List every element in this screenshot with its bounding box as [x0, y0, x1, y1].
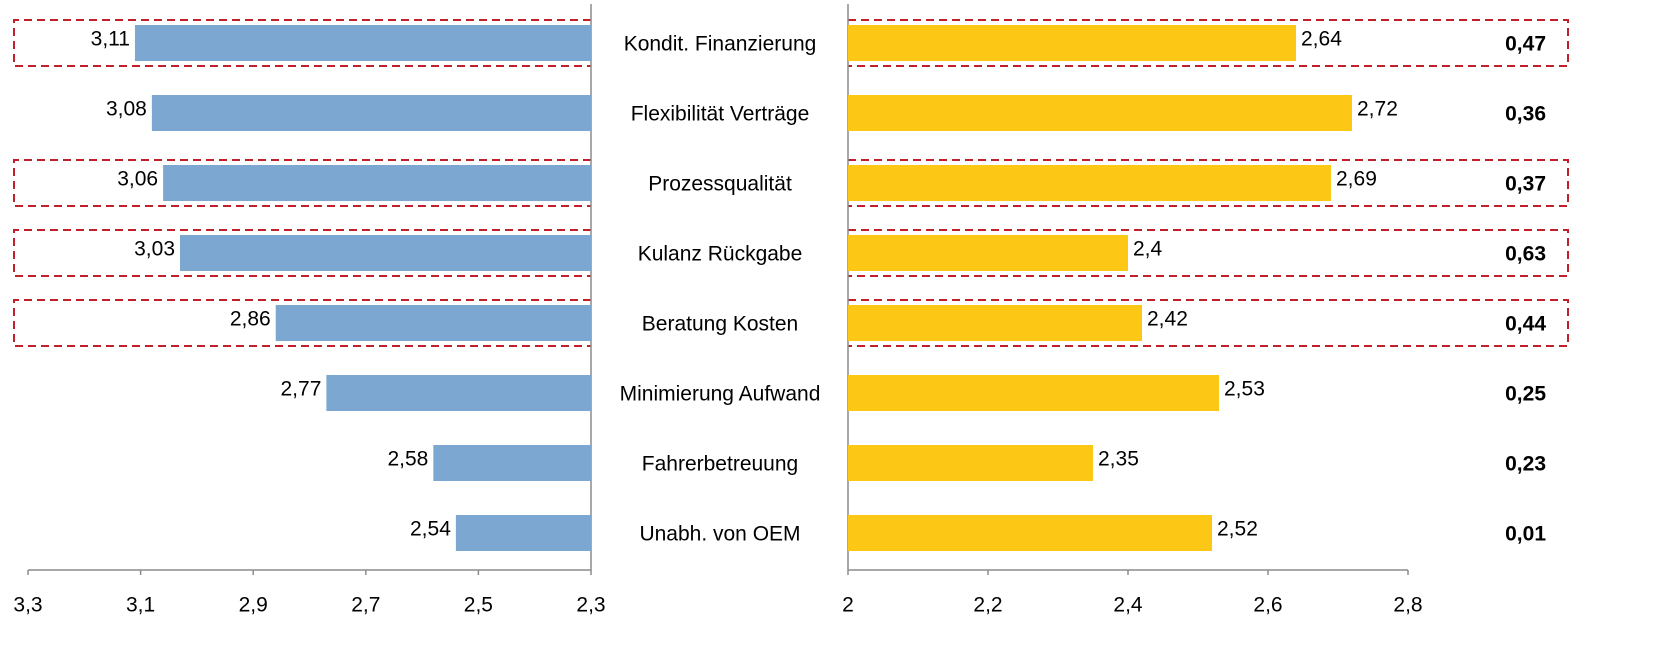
difference-label: 0,37 [1505, 173, 1546, 196]
data-label: 3,06 [117, 168, 158, 191]
x-tick-label: 2,2 [973, 594, 1002, 617]
data-label: 2,53 [1224, 378, 1265, 401]
bar [180, 235, 591, 271]
bar [163, 165, 591, 201]
x-tick-label: 2,8 [1393, 594, 1422, 617]
category-label: Minimierung Aufwand [620, 383, 821, 406]
data-label: 2,77 [281, 378, 322, 401]
bar [848, 375, 1219, 411]
data-label: 2,42 [1147, 308, 1188, 331]
x-tick-label: 2,7 [351, 594, 380, 617]
x-tick-label: 2,9 [239, 594, 268, 617]
category-label: Flexibilität Verträge [631, 103, 810, 126]
bar [848, 445, 1093, 481]
highlight-box [13, 19, 591, 67]
data-label: 2,35 [1098, 448, 1139, 471]
difference-label: 0,47 [1505, 33, 1546, 56]
bar [848, 165, 1331, 201]
difference-label: 0,01 [1505, 523, 1546, 546]
data-label: 2,4 [1133, 238, 1163, 261]
bar [326, 375, 591, 411]
data-label: 2,69 [1336, 168, 1377, 191]
x-tick-label: 2,3 [576, 594, 605, 617]
bar [433, 445, 591, 481]
difference-label: 0,36 [1505, 103, 1546, 126]
data-label: 3,03 [134, 238, 175, 261]
data-label: 2,86 [230, 308, 271, 331]
difference-label: 0,25 [1505, 383, 1546, 406]
data-label: 2,52 [1217, 518, 1258, 541]
x-tick-label: 3,3 [13, 594, 42, 617]
category-label: Unabh. von OEM [639, 523, 800, 546]
bar [848, 95, 1352, 131]
bar [848, 235, 1128, 271]
x-tick-label: 2,5 [464, 594, 493, 617]
bar [455, 515, 591, 551]
data-label: 3,08 [106, 98, 147, 121]
highlight-box [13, 159, 591, 207]
category-label: Prozessqualität [648, 173, 792, 196]
data-label: 2,64 [1301, 28, 1342, 51]
category-label: Fahrerbetreuung [642, 453, 798, 476]
x-tick-label: 2,4 [1113, 594, 1143, 617]
data-label: 2,72 [1357, 98, 1398, 121]
data-label: 2,54 [410, 518, 451, 541]
highlight-box [13, 299, 591, 347]
x-tick-label: 2,6 [1253, 594, 1282, 617]
difference-label: 0,23 [1505, 453, 1546, 476]
bar [848, 25, 1296, 61]
x-tick-label: 2 [842, 594, 854, 617]
category-label: Kulanz Rückgabe [638, 243, 803, 266]
difference-label: 0,63 [1505, 243, 1546, 266]
data-label: 2,58 [387, 448, 428, 471]
highlight-box [13, 229, 591, 277]
x-tick-label: 3,1 [126, 594, 155, 617]
highlight-box [848, 19, 1569, 67]
bar [848, 305, 1142, 341]
bar [275, 305, 591, 341]
data-label: 3,11 [91, 28, 130, 51]
highlight-box [848, 299, 1569, 347]
bar [848, 515, 1212, 551]
highlight-box [848, 229, 1569, 277]
bar [151, 95, 592, 131]
category-label: Kondit. Finanzierung [624, 33, 817, 56]
difference-label: 0,44 [1505, 313, 1546, 336]
highlight-box [848, 159, 1569, 207]
bar [134, 25, 591, 61]
category-label: Beratung Kosten [642, 313, 798, 336]
